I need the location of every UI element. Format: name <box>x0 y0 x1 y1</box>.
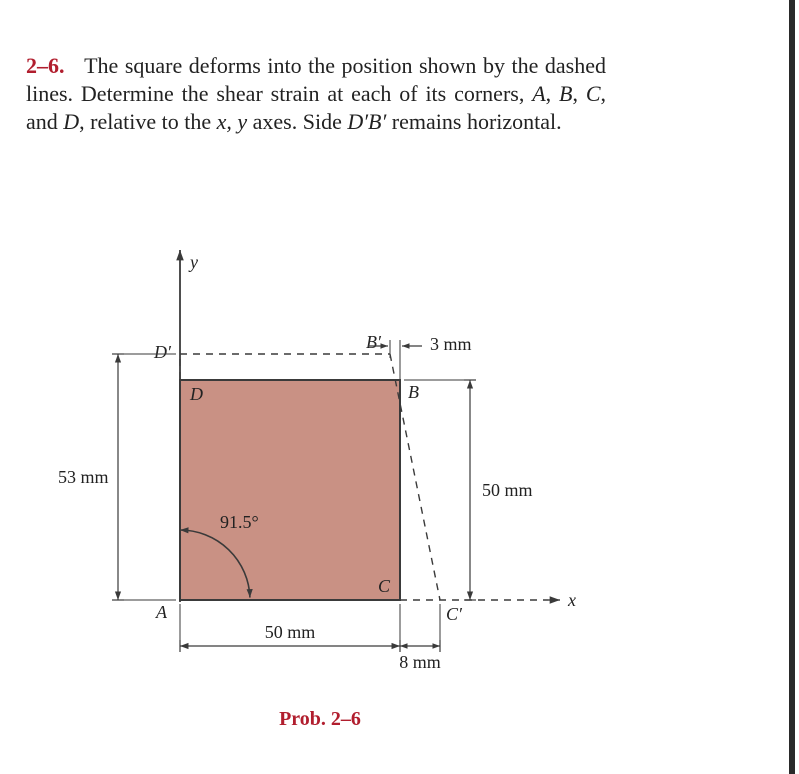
svg-text:53 mm: 53 mm <box>58 467 109 487</box>
svg-text:D′: D′ <box>153 342 172 362</box>
label-A-inline: A <box>532 81 545 106</box>
label-C-inline: C <box>586 81 601 106</box>
label-B-inline: B <box>559 81 572 106</box>
label-DB-inline: D′B′ <box>347 109 386 134</box>
problem-statement: 2–6. The square deforms into the positio… <box>26 52 606 136</box>
problem-part5: remains horizontal. <box>386 109 561 134</box>
svg-text:8 mm: 8 mm <box>399 652 441 672</box>
svg-text:D: D <box>189 384 203 404</box>
svg-text:B′: B′ <box>366 332 382 352</box>
svg-text:3 mm: 3 mm <box>430 334 472 354</box>
svg-text:91.5°: 91.5° <box>220 512 259 532</box>
label-xy-inline: x, y <box>217 109 248 134</box>
svg-text:50 mm: 50 mm <box>482 480 533 500</box>
problem-part3: , relative to the <box>79 109 216 134</box>
page-right-rule <box>789 0 795 774</box>
svg-text:x: x <box>567 590 576 610</box>
problem-number: 2–6. <box>26 53 65 78</box>
svg-text:B: B <box>408 382 419 402</box>
label-D-inline: D <box>63 109 79 134</box>
figure: y x A D B C D′ B′ C′ 91.5° 53 mm 50 mm 8 mm 50 mm 3 mm… <box>40 230 600 750</box>
figure-caption: Prob. 2–6 <box>40 708 600 731</box>
svg-text:A: A <box>155 602 168 622</box>
svg-text:y: y <box>188 252 198 272</box>
figure-svg: y x A D B C D′ B′ C′ 91.5° 53 mm 50 mm 8 mm 50 mm 3 mm <box>40 230 600 750</box>
problem-part4: axes. Side <box>247 109 347 134</box>
svg-text:C: C <box>378 576 391 596</box>
svg-text:C′: C′ <box>446 604 463 624</box>
svg-text:50 mm: 50 mm <box>265 622 316 642</box>
problem-part1: The square deforms into the position sho… <box>26 53 606 106</box>
